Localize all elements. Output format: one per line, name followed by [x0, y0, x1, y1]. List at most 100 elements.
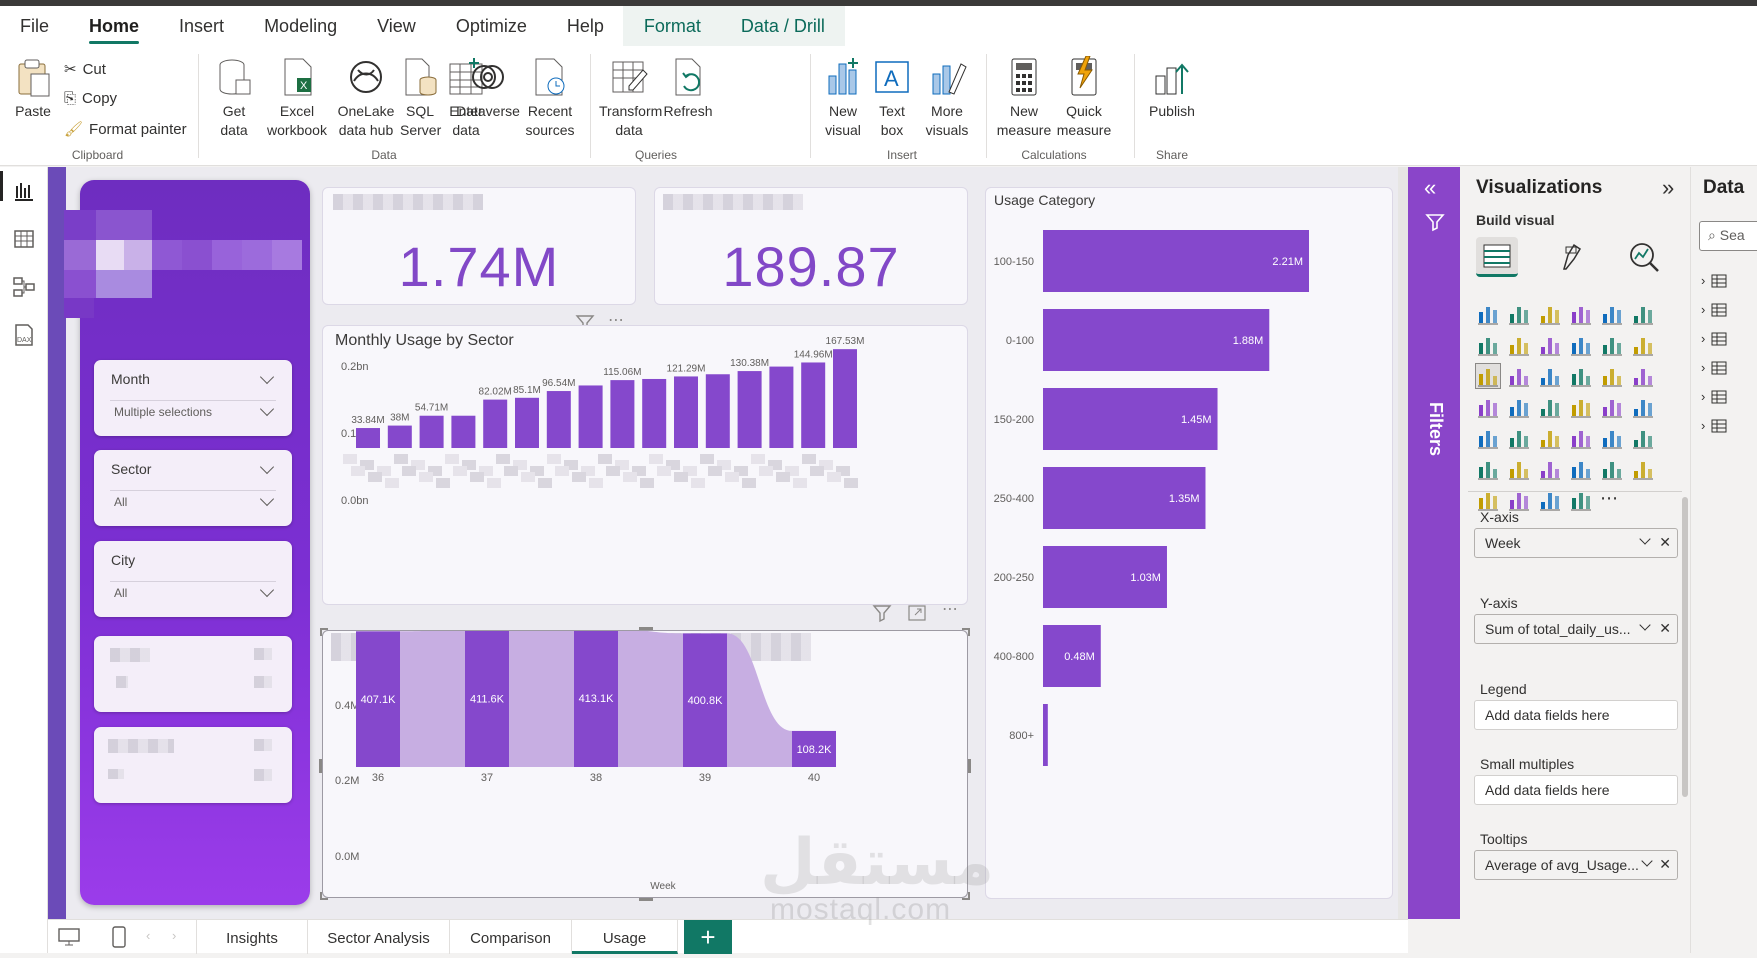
remove-icon[interactable]: ✕ [1659, 620, 1671, 636]
table-view-icon[interactable] [12, 227, 36, 251]
focus-mode-icon[interactable] [907, 603, 927, 623]
tab-file[interactable]: File [20, 16, 50, 36]
redacted-slicer[interactable] [94, 636, 292, 712]
visual-type-icon[interactable] [1538, 395, 1562, 419]
visual-type-icon[interactable] [1476, 488, 1500, 512]
visual-type-icon[interactable] [1600, 457, 1624, 481]
remove-icon[interactable]: ✕ [1659, 534, 1671, 550]
visual-type-icon[interactable] [1538, 302, 1562, 326]
visual-type-icon[interactable] [1569, 395, 1593, 419]
visual-type-icon[interactable] [1600, 364, 1624, 388]
visual-type-icon[interactable] [1569, 333, 1593, 357]
filters-pane[interactable]: « Filters [1408, 167, 1460, 919]
dax-query-view-icon[interactable]: DAX [12, 323, 36, 347]
paste-button[interactable]: Paste [10, 56, 56, 121]
tab-help[interactable]: Help [566, 16, 604, 36]
page-tab-insights[interactable]: Insights [196, 920, 308, 954]
legend-drop-zone[interactable]: Add data fields here [1474, 700, 1678, 730]
visual-type-icon[interactable] [1569, 488, 1593, 512]
table-item[interactable]: › [1701, 273, 1727, 288]
chevron-down-icon[interactable] [1641, 855, 1653, 867]
page-tab-usage[interactable]: Usage [572, 920, 678, 954]
weekly-usage-chart[interactable]: 0.4M 0.2M 0.0M 407.1K 36 411.6K 37 413.1K 38 4… [319, 627, 971, 901]
chevron-right-icon[interactable]: › [1701, 418, 1706, 433]
visual-type-icon[interactable] [1475, 363, 1501, 389]
monthly-usage-chart[interactable]: Monthly Usage by Sector 0.2bn 0.1bn 0.0b… [322, 325, 968, 605]
filters-label[interactable]: Filters [1426, 402, 1446, 457]
kpi-card[interactable]: 1.74M [322, 187, 636, 305]
visual-type-icon[interactable] [1476, 457, 1500, 481]
copy-button[interactable]: ⎘ Copy [64, 90, 117, 107]
text-box-button[interactable]: A Text box [870, 56, 914, 140]
resize-handle[interactable] [962, 892, 970, 900]
table-item[interactable]: › [1701, 418, 1727, 433]
small-multiples-drop-zone[interactable]: Add data fields here [1474, 775, 1678, 805]
visual-type-icon[interactable] [1569, 364, 1593, 388]
expand-pane-icon[interactable]: » [1662, 175, 1675, 200]
analytics-tab[interactable] [1626, 239, 1662, 275]
resize-handle[interactable] [968, 759, 971, 773]
chevron-right-icon[interactable]: › [1701, 331, 1706, 346]
model-view-icon[interactable] [12, 275, 36, 299]
more-visuals-icon[interactable]: ⋯ [1600, 488, 1618, 508]
remove-icon[interactable]: ✕ [1659, 856, 1671, 872]
prev-page-icon[interactable]: ‹ [146, 928, 151, 943]
chevron-right-icon[interactable]: › [1701, 302, 1706, 317]
build-visual-tab[interactable] [1476, 237, 1518, 277]
y-axis-field[interactable]: Sum of total_daily_us... ✕ [1474, 614, 1678, 644]
visual-type-icon[interactable] [1631, 302, 1655, 326]
visual-type-icon[interactable] [1600, 333, 1624, 357]
new-measure-button[interactable]: New measure [994, 56, 1054, 140]
resize-handle[interactable] [319, 759, 322, 773]
visual-type-icon[interactable] [1631, 333, 1655, 357]
pane-scrollbar[interactable] [1682, 497, 1688, 797]
sql-server-button[interactable]: SQL Server [398, 56, 442, 140]
cut-button[interactable]: ✂ Cut [64, 60, 106, 79]
format-painter-button[interactable]: 🖌 Format painter [64, 120, 187, 139]
city-slicer-value[interactable]: All [114, 586, 128, 600]
get-data-button[interactable]: Get data [210, 56, 258, 140]
visual-type-icon[interactable] [1600, 302, 1624, 326]
tooltips-field[interactable]: Average of avg_Usage... ✕ [1474, 850, 1678, 880]
visual-type-icon[interactable] [1631, 457, 1655, 481]
resize-handle[interactable] [320, 628, 328, 636]
visual-type-icon[interactable] [1476, 333, 1500, 357]
transform-data-button[interactable]: Transform data [598, 56, 662, 140]
visual-type-icon[interactable] [1631, 364, 1655, 388]
more-options-icon[interactable]: ⋯ [942, 601, 958, 618]
chevron-down-icon[interactable] [259, 582, 275, 598]
redacted-slicer[interactable] [94, 727, 292, 803]
chevron-right-icon[interactable]: › [1701, 273, 1706, 288]
visual-type-icon[interactable] [1507, 302, 1531, 326]
visual-type-icon[interactable] [1569, 426, 1593, 450]
recent-sources-button[interactable]: Recent sources [522, 56, 578, 140]
visual-type-icon[interactable] [1507, 457, 1531, 481]
chevron-down-icon[interactable] [259, 401, 275, 417]
visual-type-icon[interactable] [1631, 426, 1655, 450]
collapse-filters-icon[interactable]: « [1424, 175, 1437, 200]
resize-handle[interactable] [639, 627, 653, 630]
tab-data-drill[interactable]: Data / Drill [740, 16, 825, 36]
chevron-down-icon[interactable] [259, 459, 275, 475]
tab-modeling[interactable]: Modeling [264, 16, 338, 36]
resize-handle[interactable] [962, 628, 970, 636]
excel-workbook-button[interactable]: X Excel workbook [262, 56, 332, 140]
chevron-right-icon[interactable]: › [1701, 360, 1706, 375]
chevron-down-icon[interactable] [1639, 533, 1651, 545]
chevron-right-icon[interactable]: › [1701, 389, 1706, 404]
visual-type-icon[interactable] [1476, 395, 1500, 419]
desktop-layout-icon[interactable] [58, 928, 80, 946]
visual-type-icon[interactable] [1569, 302, 1593, 326]
tab-view[interactable]: View [377, 16, 416, 36]
visual-type-icon[interactable] [1569, 457, 1593, 481]
data-search-box[interactable]: ⌕ Sea [1699, 221, 1757, 251]
month-slicer[interactable]: Month Multiple selections [94, 360, 292, 436]
visual-type-icon[interactable] [1507, 333, 1531, 357]
add-page-button[interactable]: + [684, 920, 732, 954]
kpi-card[interactable]: 189.87 [654, 187, 968, 305]
sector-slicer[interactable]: Sector All [94, 450, 292, 526]
refresh-button[interactable]: Refresh [662, 56, 714, 121]
canvas-scrollbar[interactable] [1398, 167, 1408, 919]
city-slicer[interactable]: City All [94, 541, 292, 617]
visual-type-icon[interactable] [1476, 426, 1500, 450]
